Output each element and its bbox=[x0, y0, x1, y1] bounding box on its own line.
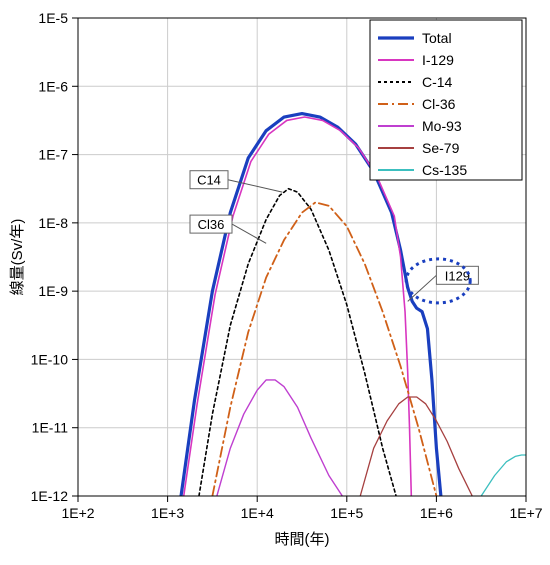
y-tick-7: 1E-5 bbox=[38, 10, 68, 26]
x-tick-2: 1E+4 bbox=[241, 505, 274, 521]
y-axis-label: 線量(Sv/年) bbox=[9, 219, 26, 296]
annot-text-2: I129 bbox=[445, 268, 470, 283]
y-tick-3: 1E-9 bbox=[38, 283, 68, 299]
legend-label-2: C-14 bbox=[422, 74, 453, 90]
chart-svg: 1E+2 1E+3 1E+4 1E+5 1E+6 1E+7 1E-12 1E-11 1E-10 1… bbox=[0, 0, 550, 565]
legend-label-1: I-129 bbox=[422, 52, 454, 68]
series-se-79 bbox=[360, 397, 472, 496]
y-tick-1: 1E-11 bbox=[32, 420, 69, 436]
y-tick-4: 1E-8 bbox=[38, 215, 68, 231]
x-tick-0: 1E+2 bbox=[61, 505, 94, 521]
x-tick-5: 1E+7 bbox=[509, 505, 542, 521]
x-tick-3: 1E+5 bbox=[330, 505, 363, 521]
y-tick-5: 1E-7 bbox=[38, 147, 68, 163]
series-cl-36 bbox=[212, 202, 436, 496]
dose-chart: 1E+2 1E+3 1E+4 1E+5 1E+6 1E+7 1E-12 1E-11 1E-10 1… bbox=[0, 0, 550, 565]
series-mo-93 bbox=[217, 380, 342, 496]
y-tick-2: 1E-10 bbox=[31, 351, 69, 367]
y-tick-6: 1E-6 bbox=[38, 78, 68, 94]
legend-label-4: Mo-93 bbox=[422, 118, 462, 134]
annot-text-0: C14 bbox=[197, 173, 221, 188]
legend-label-6: Cs-135 bbox=[422, 162, 467, 178]
legend-label-0: Total bbox=[422, 30, 452, 46]
annot-text-1: Cl36 bbox=[198, 217, 225, 232]
x-tick-1: 1E+3 bbox=[151, 505, 184, 521]
series-cs-135 bbox=[481, 455, 526, 496]
legend-label-3: Cl-36 bbox=[422, 96, 456, 112]
x-tick-4: 1E+6 bbox=[420, 505, 453, 521]
y-tick-0: 1E-12 bbox=[31, 488, 69, 504]
legend-label-5: Se-79 bbox=[422, 140, 460, 156]
x-axis-label: 時間(年) bbox=[275, 531, 330, 548]
